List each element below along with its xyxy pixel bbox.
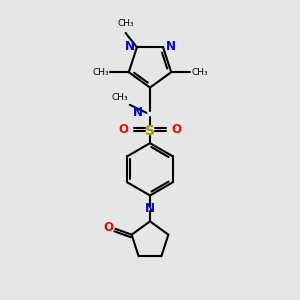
Text: O: O	[103, 221, 113, 234]
Text: N: N	[124, 40, 134, 53]
Text: CH₃: CH₃	[92, 68, 109, 77]
Text: CH₃: CH₃	[112, 93, 128, 102]
Text: S: S	[145, 124, 155, 138]
Text: CH₃: CH₃	[191, 68, 208, 77]
Text: O: O	[118, 123, 129, 136]
Text: N: N	[145, 202, 155, 215]
Text: N: N	[166, 40, 176, 53]
Text: N: N	[133, 106, 142, 119]
Text: O: O	[171, 123, 182, 136]
Text: CH₃: CH₃	[117, 19, 134, 28]
